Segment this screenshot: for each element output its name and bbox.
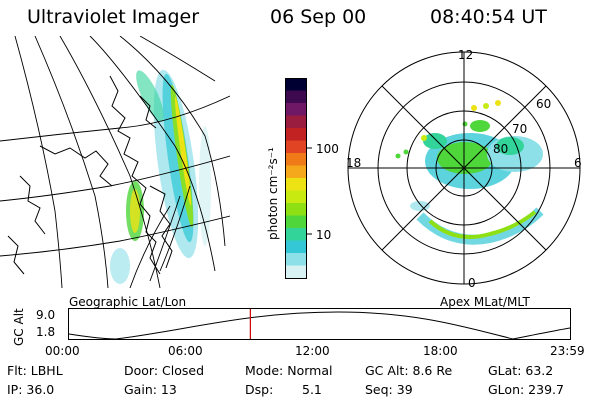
geographic-map [0, 36, 230, 288]
geographic-map-content [0, 36, 230, 288]
colorbar-band [286, 165, 306, 179]
time-label: 08:40:54 UT [430, 6, 547, 28]
polar-plot [347, 51, 581, 285]
mlt-label-0: 0 [468, 276, 476, 290]
polar-grid [347, 51, 581, 285]
colorbar-band [286, 78, 306, 91]
time-tick-12-00: 12:00 [295, 344, 330, 358]
colorbar-band [286, 215, 306, 229]
glon-info: GLon: 239.7 [488, 382, 564, 397]
colorbar-band [286, 253, 306, 266]
instrument-title: Ultraviolet Imager [27, 6, 200, 28]
altitude-frame [68, 308, 571, 340]
dsp-label: Dsp: [245, 382, 274, 397]
colorbar-band [286, 128, 306, 141]
time-tick-00-00: 00:00 [45, 344, 80, 358]
mlat-label-80: 80 [493, 142, 509, 156]
dsp-value: 5.1 [302, 382, 322, 397]
geographic-caption: Geographic Lat/Lon [69, 295, 187, 309]
colorbar-frame [285, 78, 307, 279]
coastlines [7, 75, 173, 275]
altitude-tick-9-0: 9.0 [36, 308, 56, 322]
colorbar-band [286, 240, 306, 254]
colorbar-band [286, 190, 306, 204]
seq-info: Seq: 39 [365, 382, 413, 397]
altitude-plot [68, 308, 571, 340]
polar-caption: Apex MLat/MLT [440, 295, 530, 309]
time-tick-18-00: 18:00 [423, 344, 458, 358]
gc-alt-info: GC Alt: 8.6 Re [365, 363, 453, 378]
altitude-ylabel: GC Alt [12, 308, 26, 346]
time-tick-06-00: 06:00 [168, 344, 203, 358]
latlon-grid [0, 36, 230, 288]
colorbar [285, 78, 312, 279]
colorbar-band [286, 90, 306, 104]
colorbar-band [286, 203, 306, 216]
glat-info: GLat: 63.2 [488, 363, 554, 378]
mode-info: Mode: Normal [245, 363, 333, 378]
filter-info: Flt: LBHL [7, 363, 63, 378]
mlt-label-12: 12 [458, 48, 474, 62]
door-info: Door: Closed [124, 363, 205, 378]
altitude-curve [68, 311, 571, 340]
aurora-emission-polar [395, 100, 544, 245]
colorbar-band [286, 115, 306, 129]
colorbar-label-10: 10 [316, 228, 332, 242]
gain-info: Gain: 13 [124, 382, 177, 397]
mlt-label-6: 6 [574, 156, 582, 170]
mlat-label-70: 70 [512, 122, 528, 136]
time-tick-23-59: 23:59 [550, 344, 585, 358]
colorbar-gradient [286, 78, 306, 279]
colorbar-band [286, 140, 306, 154]
mlat-label-60: 60 [536, 97, 552, 111]
altitude-tick-1-8: 1.8 [36, 325, 56, 339]
date-label: 06 Sep 00 [270, 6, 367, 28]
colorbar-band [286, 265, 306, 279]
colorbar-band [286, 178, 306, 191]
mlt-meridian-diagonal-b [381, 85, 547, 251]
ip-info: IP: 36.0 [7, 382, 55, 397]
colorbar-label-100: 100 [316, 142, 339, 156]
colorbar-band [286, 228, 306, 241]
colorbar-units: photon cm⁻²s⁻¹ [266, 147, 280, 240]
mlt-label-18: 18 [346, 156, 362, 170]
colorbar-band [286, 153, 306, 166]
colorbar-band [286, 103, 306, 116]
